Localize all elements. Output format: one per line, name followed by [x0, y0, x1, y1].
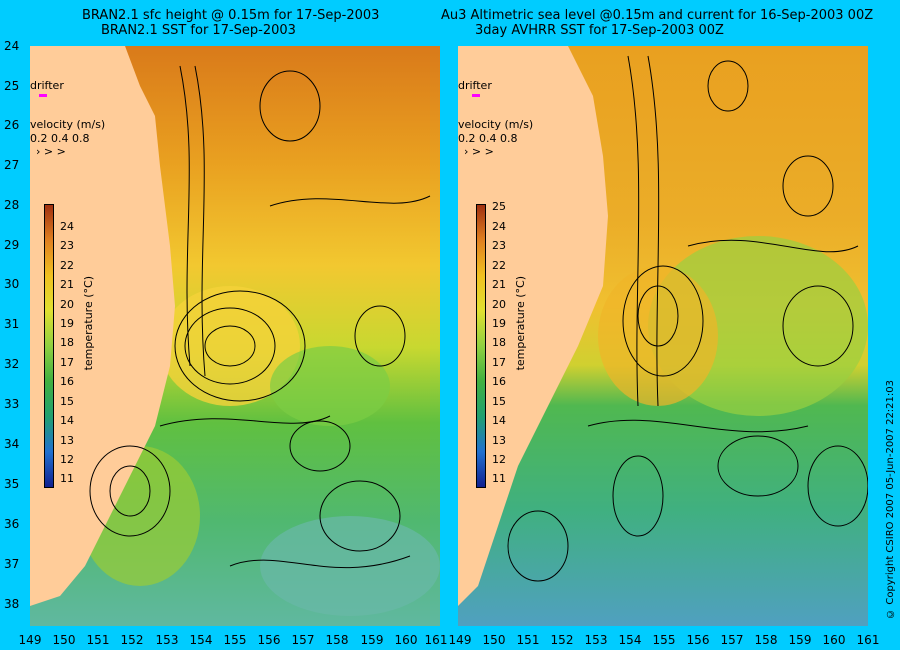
x-tick-label: 150: [482, 633, 506, 647]
x-tick-label: 152: [120, 633, 144, 647]
left-drifter-label: drifter: [30, 79, 64, 92]
right-colorbar-tick: 21: [492, 278, 506, 291]
left-colorbar-tick: 14: [60, 414, 74, 427]
right-colorbar: [476, 204, 486, 488]
right-sst-map: [458, 46, 868, 626]
x-tick-label: 157: [720, 633, 744, 647]
left-colorbar: [44, 204, 54, 488]
left-colorbar-tick: 17: [60, 356, 74, 369]
x-tick-label: 154: [618, 633, 642, 647]
right-colorbar-tick: 15: [492, 395, 506, 408]
right-drifter-marker: [472, 94, 480, 97]
right-colorbar-tick: 12: [492, 453, 506, 466]
y-tick-label: 24: [4, 39, 20, 53]
left-colorbar-tick: 12: [60, 453, 74, 466]
left-map-panel: drifter velocity (m/s) 0.2 0.4 0.8 › > >…: [30, 46, 440, 626]
y-tick-label: 26: [4, 118, 20, 132]
x-tick-label: 161: [424, 633, 448, 647]
x-tick-label: 149: [18, 633, 42, 647]
right-velocity-arrows: › > >: [464, 145, 494, 158]
x-tick-label: 152: [550, 633, 574, 647]
right-colorbar-tick: 24: [492, 220, 506, 233]
y-tick-label: 28: [4, 198, 20, 212]
y-tick-label: 27: [4, 158, 20, 172]
y-tick-label: 37: [4, 557, 20, 571]
x-tick-label: 158: [754, 633, 778, 647]
left-colorbar-tick: 22: [60, 259, 74, 272]
left-colorbar-tick: 19: [60, 317, 74, 330]
x-tick-label: 154: [189, 633, 213, 647]
right-colorbar-tick: 16: [492, 375, 506, 388]
left-colorbar-tick: 23: [60, 239, 74, 252]
x-tick-label: 156: [686, 633, 710, 647]
right-colorbar-tick: 22: [492, 259, 506, 272]
left-drifter-marker: [39, 94, 47, 97]
x-tick-label: 160: [822, 633, 846, 647]
y-tick-label: 36: [4, 517, 20, 531]
y-tick-label: 29: [4, 238, 20, 252]
x-tick-label: 159: [788, 633, 812, 647]
right-colorbar-tick: 19: [492, 317, 506, 330]
left-title-line1: BRAN2.1 sfc height @ 0.15m for 17-Sep-20…: [82, 8, 380, 23]
left-sst-map: [30, 46, 440, 626]
left-colorbar-tick: 21: [60, 278, 74, 291]
left-velocity-values: 0.2 0.4 0.8: [30, 132, 90, 145]
left-colorbar-tick: 15: [60, 395, 74, 408]
x-tick-label: 153: [155, 633, 179, 647]
right-colorbar-tick: 11: [492, 472, 506, 485]
x-tick-label: 160: [394, 633, 418, 647]
x-tick-label: 156: [257, 633, 281, 647]
left-colorbar-tick: 18: [60, 336, 74, 349]
right-colorbar-tick: 18: [492, 336, 506, 349]
x-tick-label: 149: [448, 633, 472, 647]
right-velocity-values: 0.2 0.4 0.8: [458, 132, 518, 145]
left-colorbar-tick: 11: [60, 472, 74, 485]
right-title-line1: Au3 Altimetric sea level @0.15m and curr…: [441, 8, 874, 23]
x-tick-label: 158: [325, 633, 349, 647]
right-colorbar-tick: 20: [492, 298, 506, 311]
x-tick-label: 157: [291, 633, 315, 647]
right-colorbar-tick: 13: [492, 434, 506, 447]
x-tick-label: 153: [584, 633, 608, 647]
y-tick-label: 35: [4, 477, 20, 491]
left-velocity-arrows: › > >: [36, 145, 66, 158]
x-tick-label: 161: [856, 633, 880, 647]
right-velocity-title: velocity (m/s): [458, 118, 534, 131]
right-map-panel: drifter velocity (m/s) 0.2 0.4 0.8 › > >…: [458, 46, 868, 626]
y-tick-label: 34: [4, 437, 20, 451]
y-tick-label: 31: [4, 317, 20, 331]
x-tick-label: 155: [652, 633, 676, 647]
left-title-line2: BRAN2.1 SST for 17-Sep-2003: [101, 23, 296, 38]
left-colorbar-tick: 16: [60, 375, 74, 388]
right-colorbar-title: temperature (°C): [514, 276, 527, 371]
y-tick-label: 32: [4, 357, 20, 371]
right-drifter-label: drifter: [458, 79, 492, 92]
y-tick-label: 30: [4, 277, 20, 291]
right-colorbar-tick: 17: [492, 356, 506, 369]
right-title-line2: 3day AVHRR SST for 17-Sep-2003 00Z: [475, 23, 724, 38]
left-colorbar-tick: 13: [60, 434, 74, 447]
x-tick-label: 150: [52, 633, 76, 647]
y-tick-label: 33: [4, 397, 20, 411]
left-velocity-title: velocity (m/s): [30, 118, 106, 131]
left-colorbar-title: temperature (°C): [82, 276, 95, 371]
x-tick-label: 151: [86, 633, 110, 647]
x-tick-label: 155: [223, 633, 247, 647]
y-tick-label: 25: [4, 79, 20, 93]
y-tick-label: 38: [4, 597, 20, 611]
right-colorbar-tick: 14: [492, 414, 506, 427]
right-colorbar-tick: 25: [492, 200, 506, 213]
right-colorbar-tick: 23: [492, 239, 506, 252]
left-colorbar-tick: 24: [60, 220, 74, 233]
x-tick-label: 159: [360, 633, 384, 647]
left-colorbar-tick: 20: [60, 298, 74, 311]
copyright-text: © Copyright CSIRO 2007 05-Jun-2007 22:21…: [885, 380, 896, 619]
x-tick-label: 151: [516, 633, 540, 647]
